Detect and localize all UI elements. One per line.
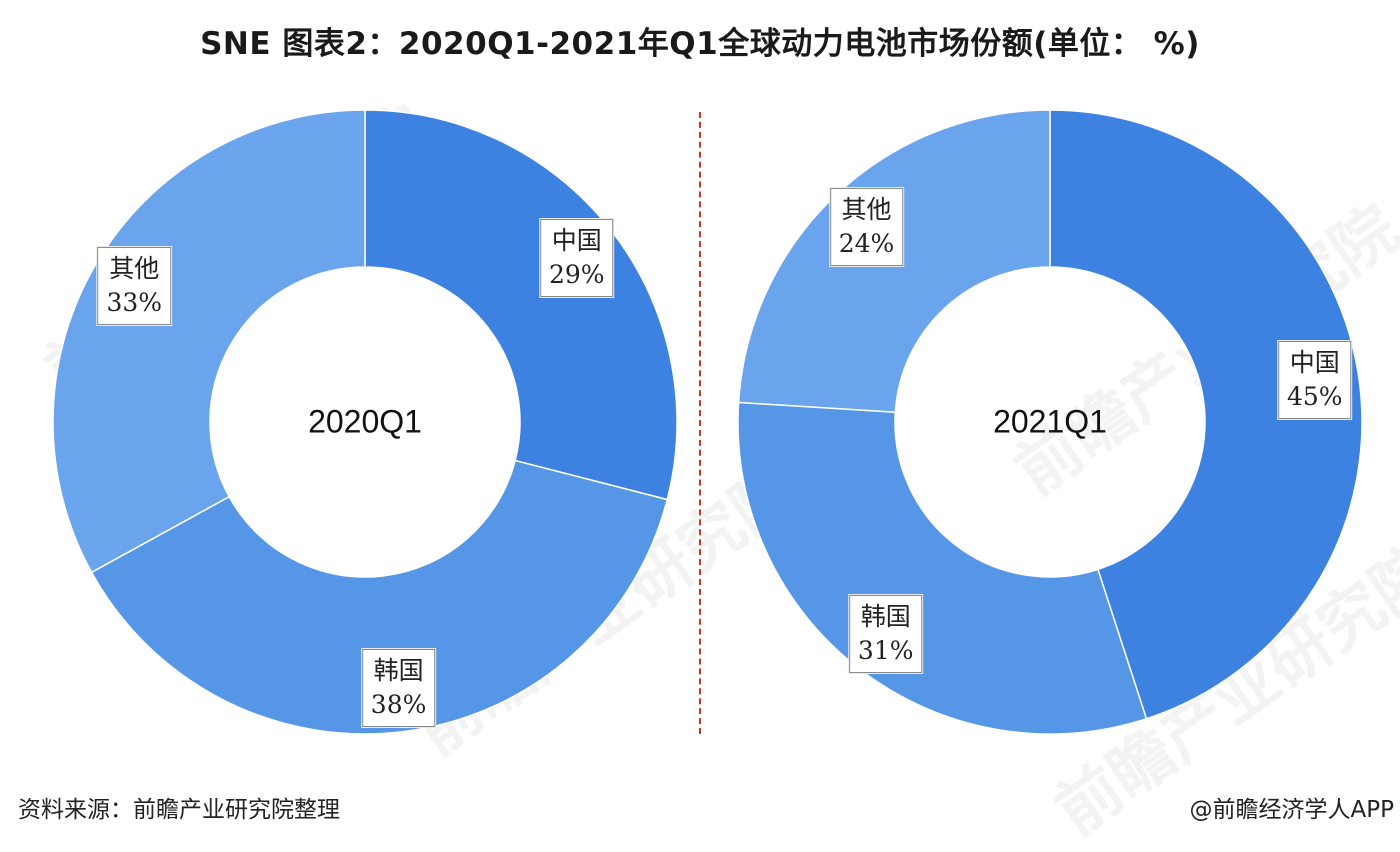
slice-label-name: 其他	[841, 194, 892, 224]
slice-label: 韩国 38%	[361, 648, 436, 727]
donut-slice-2020Q1-0	[364, 109, 678, 501]
slice-label-value: 45%	[1286, 382, 1343, 412]
slice-label-name: 中国	[1289, 348, 1340, 378]
donut-slice-2021Q1-0	[1049, 109, 1363, 720]
slice-label: 中国 45%	[1277, 341, 1352, 420]
slice-label: 韩国 31%	[848, 594, 923, 673]
slice-label-name: 中国	[551, 225, 602, 255]
slice-label-name: 韩国	[373, 655, 424, 685]
slice-label-name: 其他	[109, 253, 160, 283]
slice-label-value: 31%	[857, 635, 914, 665]
donut-slice-2020Q1-2	[52, 109, 366, 574]
slice-label: 其他 24%	[829, 187, 904, 266]
chart-divider	[699, 112, 701, 734]
source-note: 资料来源：前瞻产业研究院整理	[18, 797, 340, 823]
donut-center-label: 2021Q1	[993, 403, 1107, 440]
slice-label-value: 24%	[838, 228, 895, 258]
donut-slice-2021Q1-1	[737, 401, 1148, 735]
credit-note: @前瞻经济学人APP	[1189, 797, 1394, 823]
donut-slice-2020Q1-1	[90, 459, 669, 735]
slice-label: 中国 29%	[539, 218, 614, 297]
slice-label-value: 38%	[370, 689, 427, 719]
slice-label: 其他 33%	[97, 246, 172, 325]
chart-title: SNE 图表2：2020Q1-2021年Q1全球动力电池市场份额(单位： %)	[200, 26, 1200, 62]
donut-center-label: 2020Q1	[308, 403, 422, 440]
slice-label-value: 29%	[548, 259, 605, 289]
slice-label-value: 33%	[106, 287, 163, 317]
slice-label-name: 韩国	[860, 601, 911, 631]
